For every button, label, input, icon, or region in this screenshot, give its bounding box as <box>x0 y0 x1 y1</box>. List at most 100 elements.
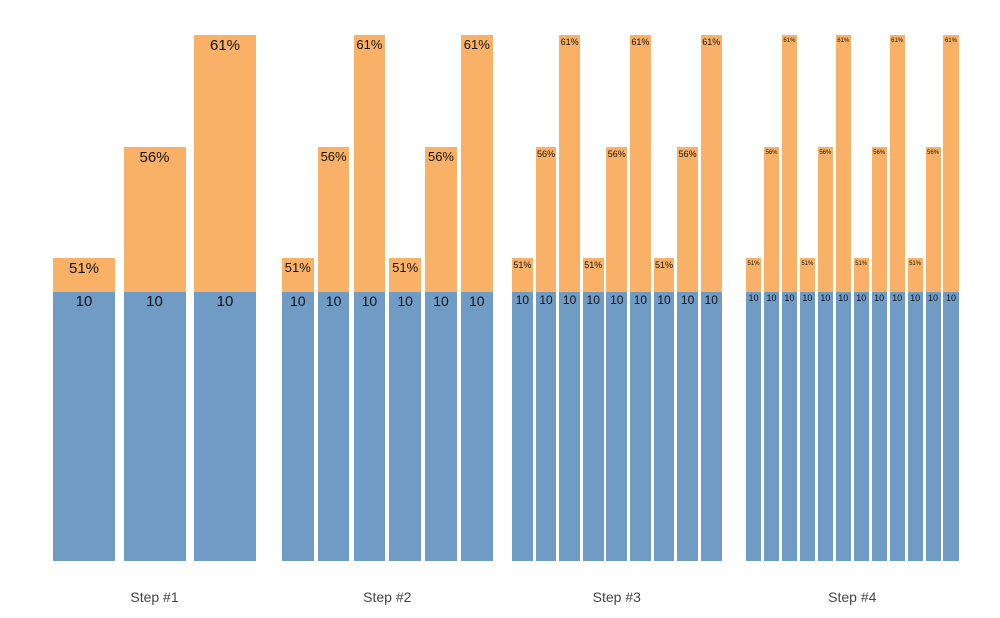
percent-label: 56% <box>607 149 626 159</box>
base-segment: 10 <box>582 291 604 561</box>
top-segment: 61% <box>835 35 851 292</box>
base-value-label: 10 <box>892 292 903 303</box>
top-segment: 56% <box>535 147 557 292</box>
top-segment: 56% <box>677 147 698 292</box>
base-segment: 10 <box>799 291 815 561</box>
top-segment: 61% <box>781 35 797 292</box>
base-segment: 10 <box>853 291 869 561</box>
percent-label: 51% <box>513 260 532 270</box>
percent-label: 61% <box>837 38 850 44</box>
top-segment: 61% <box>559 35 580 292</box>
base-value-label: 10 <box>766 292 777 303</box>
base-value-label: 10 <box>784 292 795 303</box>
step-label: Step #4 <box>828 589 877 605</box>
top-segment: 56% <box>123 147 186 292</box>
base-value-label: 10 <box>610 292 624 307</box>
base-value-label: 10 <box>290 292 306 309</box>
percent-label: 61% <box>702 37 721 47</box>
top-segment: 56% <box>317 147 350 292</box>
percent-label: 61% <box>463 37 490 52</box>
base-segment: 10 <box>925 291 941 561</box>
top-segment: 61% <box>353 35 386 292</box>
top-segment: 51% <box>799 258 815 292</box>
step-label: Step #1 <box>130 589 179 605</box>
top-segment: 61% <box>889 35 905 292</box>
base-segment: 10 <box>781 291 797 561</box>
base-segment: 10 <box>282 291 314 561</box>
stacked-bar: 61% 10 <box>781 35 797 561</box>
base-value-label: 10 <box>802 292 813 303</box>
stacked-bar: 61% 10 <box>943 35 959 561</box>
base-segment: 10 <box>907 291 923 561</box>
base-segment: 10 <box>123 291 186 561</box>
stacked-bar: 51% 10 <box>799 258 815 561</box>
step-group-2: 51% 10 56% 10 61% 10 51% 10 56% 10 61% 10 Step #2 <box>282 0 493 618</box>
base-segment: 10 <box>559 291 580 561</box>
base-value-label: 10 <box>515 292 530 307</box>
base-segment: 10 <box>746 291 762 561</box>
percent-label: 51% <box>392 260 419 275</box>
base-value-label: 10 <box>75 292 93 310</box>
base-segment: 10 <box>53 291 115 561</box>
base-value-label: 10 <box>325 292 342 309</box>
top-segment: 51% <box>582 258 604 292</box>
step-group-4: 51% 10 56% 10 61% 10 51% 10 56% 10 61% 10 51% 10 56% 10… <box>746 0 959 618</box>
top-segment: 61% <box>194 35 256 292</box>
top-segment: 61% <box>630 35 651 292</box>
base-segment: 10 <box>871 291 887 561</box>
percent-label: 56% <box>320 149 347 164</box>
top-segment: 61% <box>943 35 959 292</box>
base-value-label: 10 <box>433 292 449 309</box>
base-value-label: 10 <box>874 292 885 303</box>
top-segment: 56% <box>425 147 457 292</box>
base-segment: 10 <box>425 291 457 561</box>
percent-label: 51% <box>801 261 814 267</box>
base-value-label: 10 <box>586 292 600 307</box>
stacked-bar: 51% 10 <box>389 258 421 561</box>
percent-label: 56% <box>765 150 778 156</box>
base-value-label: 10 <box>748 292 759 303</box>
step-group-3: 51% 10 56% 10 61% 10 51% 10 56% 10 61% 10 51% 10 56% 10… <box>512 0 722 618</box>
stacked-bar: 56% 10 <box>123 147 186 561</box>
base-value-label: 10 <box>633 292 648 307</box>
stacked-bar: 61% 10 <box>353 35 386 561</box>
top-segment: 56% <box>606 147 628 292</box>
stacked-bar: 56% 10 <box>535 147 557 561</box>
base-segment: 10 <box>317 291 350 561</box>
stacked-bar: 56% 10 <box>606 147 628 561</box>
base-segment: 10 <box>817 291 833 561</box>
base-value-label: 10 <box>910 292 921 303</box>
base-value-label: 10 <box>469 292 485 309</box>
percent-label: 56% <box>927 150 940 156</box>
stacked-bar: 61% 10 <box>889 35 905 561</box>
base-segment: 10 <box>943 291 959 561</box>
base-value-label: 10 <box>945 292 956 303</box>
percent-label: 51% <box>68 260 100 277</box>
stacked-bar: 51% 10 <box>282 258 314 561</box>
percent-label: 56% <box>873 150 886 156</box>
stacked-bar: 61% 10 <box>194 35 256 561</box>
base-value-label: 10 <box>361 292 378 309</box>
stacked-bar: 56% 10 <box>425 147 457 561</box>
base-segment: 10 <box>889 291 905 561</box>
percent-label: 51% <box>654 260 673 270</box>
base-value-label: 10 <box>838 292 849 303</box>
percent-label: 56% <box>819 150 832 156</box>
base-value-label: 10 <box>397 292 413 309</box>
base-value-label: 10 <box>928 292 939 303</box>
percent-label: 51% <box>584 260 603 270</box>
stacked-bar: 51% 10 <box>907 258 923 561</box>
percent-label: 61% <box>783 38 796 44</box>
percent-label: 61% <box>631 37 650 47</box>
top-segment: 51% <box>746 258 762 292</box>
top-segment: 61% <box>700 35 722 292</box>
percent-label: 61% <box>356 37 383 52</box>
top-segment: 51% <box>907 258 923 292</box>
stacked-bar: 61% 10 <box>559 35 580 561</box>
base-segment: 10 <box>763 291 780 561</box>
stacked-bar: 61% 10 <box>700 35 722 561</box>
stacked-bar: 61% 10 <box>630 35 651 561</box>
stacked-bar: 51% 10 <box>746 258 762 561</box>
stacked-bar: 56% 10 <box>317 147 350 561</box>
